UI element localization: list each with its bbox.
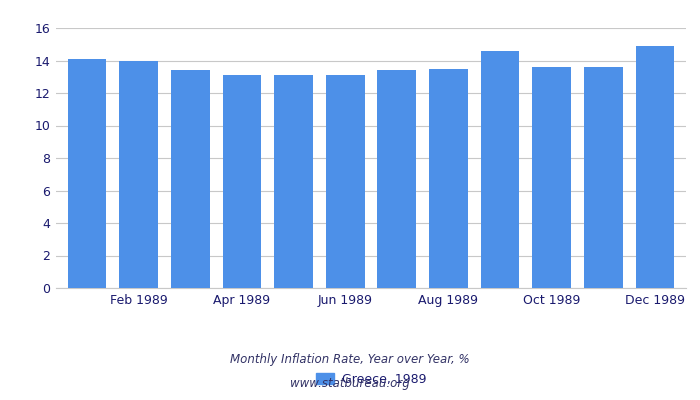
Bar	[377, 70, 416, 288]
Bar	[584, 67, 623, 288]
Bar	[274, 75, 313, 288]
Bar	[326, 75, 365, 288]
Legend: Greece, 1989: Greece, 1989	[311, 368, 431, 391]
Bar	[481, 51, 519, 288]
Bar	[533, 67, 571, 288]
Bar	[429, 69, 468, 288]
Bar	[171, 70, 209, 288]
Bar	[636, 46, 674, 288]
Text: www.statbureau.org: www.statbureau.org	[290, 378, 410, 390]
Bar	[223, 75, 261, 288]
Bar	[119, 60, 158, 288]
Bar	[68, 59, 106, 288]
Text: Monthly Inflation Rate, Year over Year, %: Monthly Inflation Rate, Year over Year, …	[230, 354, 470, 366]
